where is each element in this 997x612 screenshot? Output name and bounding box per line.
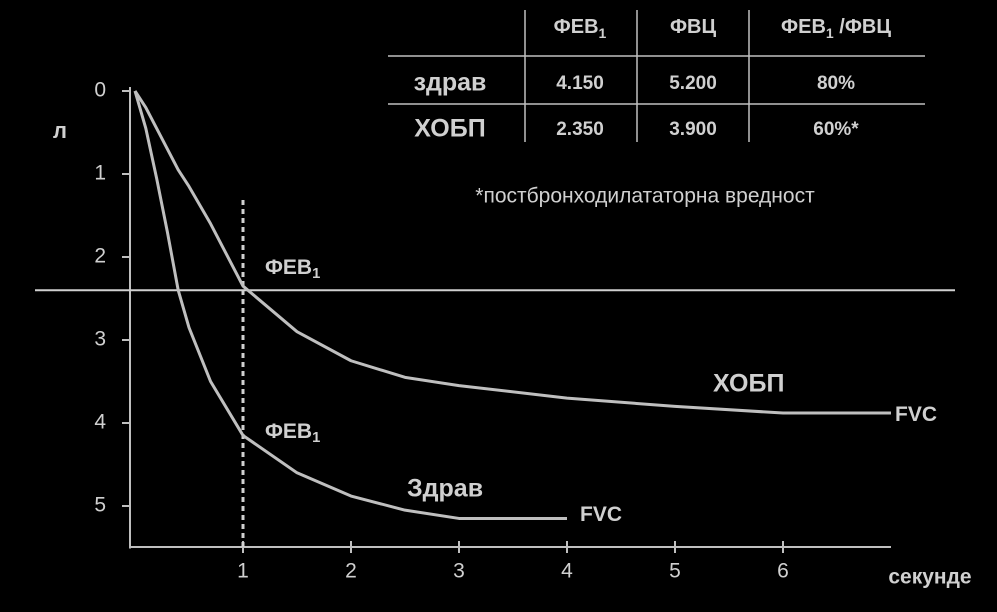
row-label: здрав [414, 69, 487, 97]
table-header-rest: /ФВЦ [834, 16, 892, 38]
annotation: ФЕВ1 [265, 420, 320, 446]
y-tick-label: 3 [94, 328, 106, 351]
y-tick-label: 1 [94, 162, 106, 185]
annotation: ФЕВ1 [265, 256, 320, 282]
table-cell: 60%* [813, 119, 859, 140]
annotation-sub: 1 [312, 266, 320, 282]
annotation: FVC [580, 503, 622, 526]
annotation-sub: 1 [312, 430, 320, 446]
table-header-text: ФЕВ [781, 16, 826, 38]
x-tick-label: 6 [777, 560, 789, 583]
y-tick-label: 2 [94, 245, 106, 268]
y-tick-label: 4 [94, 411, 106, 434]
table-grid [388, 10, 925, 142]
table-header-sub: 1 [826, 25, 834, 41]
table-header: ФЕВ1 /ФВЦ [781, 16, 891, 40]
curve [133, 90, 891, 415]
footnote: *постбронходилататорна вредност [475, 185, 815, 208]
series-label: Здрав [407, 475, 483, 503]
table-header-text: ФЕВ [554, 16, 599, 38]
series-label: ХОБП [713, 370, 784, 398]
y-tick-label: 0 [94, 79, 106, 102]
table-header: ФВЦ [670, 16, 717, 38]
curve [133, 90, 567, 520]
table-cell: 2.350 [556, 119, 604, 140]
annotation-text: ФЕВ [265, 256, 312, 279]
x-tick-label: 2 [345, 560, 357, 583]
x-tick-label: 1 [237, 560, 249, 583]
x-tick-label: 3 [453, 560, 465, 583]
table-cell: 3.900 [669, 119, 717, 140]
table-cell: 80% [817, 73, 855, 94]
annotation-text: FVC [580, 503, 622, 526]
x-axis-label: секунде [888, 566, 971, 589]
table-cell: 4.150 [556, 73, 604, 94]
table-header: ФЕВ1 [554, 16, 607, 40]
y-tick-label: 5 [94, 494, 106, 517]
annotation-text: FVC [895, 403, 937, 426]
row-label: ХОБП [414, 115, 485, 143]
x-tick-label: 5 [669, 560, 681, 583]
y-axis-label: л [53, 118, 67, 143]
annotation: FVC [895, 403, 937, 426]
annotation-text: ФЕВ [265, 420, 312, 443]
table-header-sub: 1 [599, 25, 607, 41]
x-tick-label: 4 [561, 560, 573, 583]
table-cell: 5.200 [669, 73, 717, 94]
table-header-text: ФВЦ [670, 16, 717, 38]
